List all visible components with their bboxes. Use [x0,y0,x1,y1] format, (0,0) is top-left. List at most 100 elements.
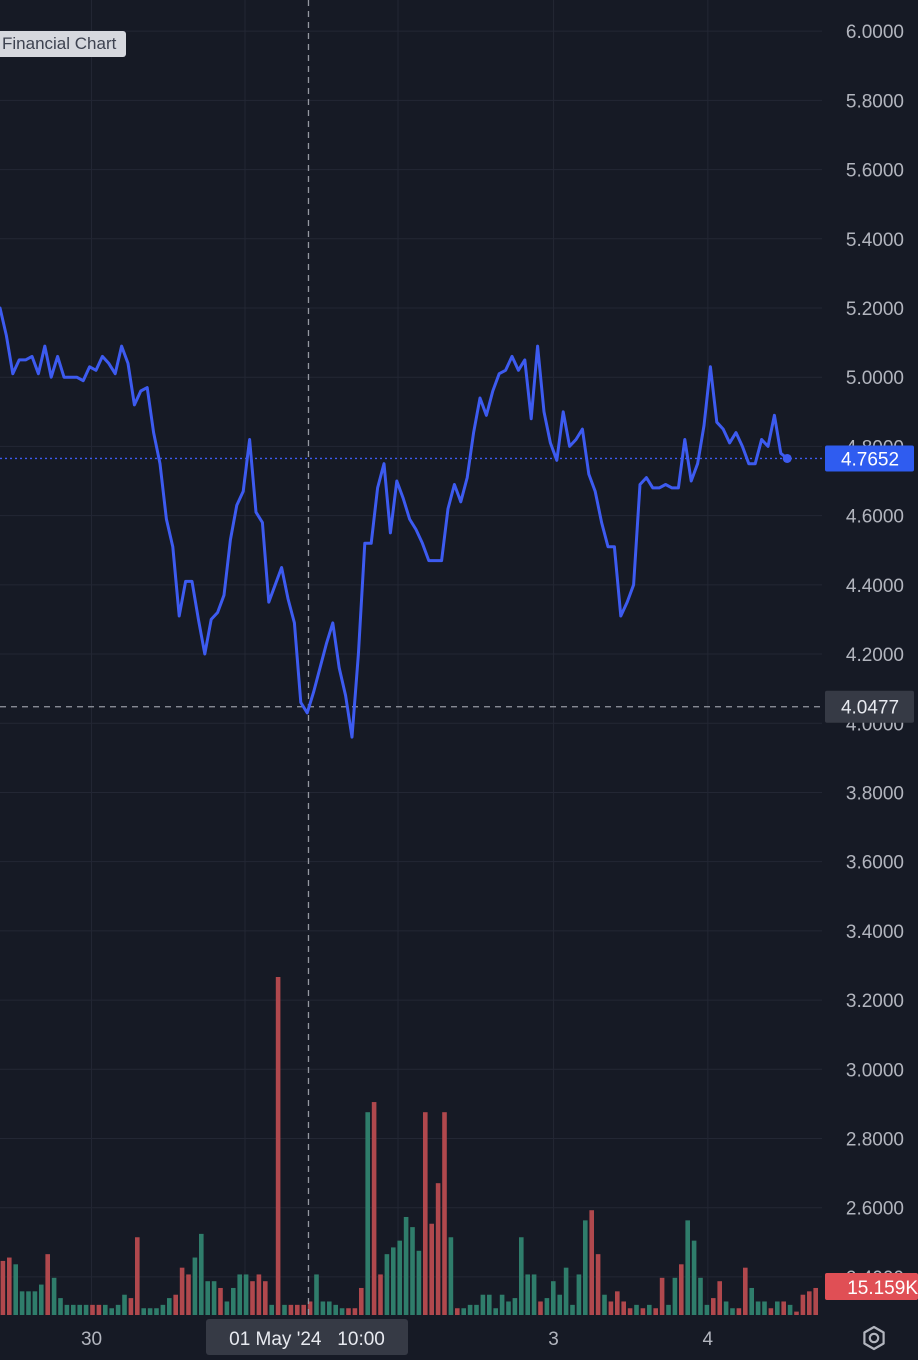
volume-bar [698,1277,703,1315]
price-tick-label: 4.2000 [846,645,904,666]
volume-bar [288,1304,294,1315]
volume-bar [442,1112,447,1315]
volume-bar [122,1294,127,1315]
volume-bar [71,1304,76,1315]
volume-bar [775,1301,780,1315]
last-price-tag-label: 4.7652 [841,449,899,470]
settings-icon[interactable] [858,1322,890,1354]
price-tags: 4.7652 4.0477 15.159K 01 May '24 10:00 [206,445,918,1355]
volume-bar [96,1304,102,1315]
price-tick-label: 3.0000 [846,1060,904,1081]
volume-bar [749,1287,754,1315]
volume-bar [103,1304,108,1315]
price-tick-label: 5.2000 [846,299,904,320]
volume-bar [211,1281,217,1315]
volume-bar [730,1308,735,1315]
volume-bar [32,1291,38,1315]
volume-bar [147,1308,153,1315]
volume-bar [346,1308,351,1315]
volume-series [0,977,818,1315]
volume-bar [26,1291,31,1315]
price-tick-label: 3.2000 [846,991,904,1012]
volume-bar [339,1308,345,1315]
volume-bar [640,1308,646,1315]
last-price-tag [825,445,914,472]
volume-bar [115,1304,121,1315]
price-tick-label: 2.8000 [846,1130,904,1151]
volume-bar [83,1304,89,1315]
price-tick-label: 3.8000 [846,783,904,804]
volume-bar [448,1237,454,1315]
volume-bar [576,1274,582,1315]
volume-bar [621,1301,626,1315]
volume-bar [787,1304,793,1315]
time-axis[interactable]: 30 3 4 [81,1329,714,1350]
volume-bar [800,1294,806,1315]
price-tick-label: 3.4000 [846,922,904,943]
volume-bar [243,1274,249,1315]
volume-bar [570,1304,575,1315]
volume-bar [653,1308,658,1315]
volume-bar [314,1274,319,1315]
volume-bar [135,1237,140,1315]
volume-bar [627,1308,633,1315]
volume-bar [736,1308,742,1315]
crosshair-price-tag-label: 4.0477 [841,698,899,719]
volume-bar [371,1102,377,1315]
volume-bar [141,1308,146,1315]
volume-bar [429,1223,434,1315]
time-tick-label: 3 [548,1329,559,1350]
volume-bar [237,1274,242,1315]
volume-bar [256,1274,262,1315]
volume-bar [45,1254,50,1315]
volume-bar [781,1301,786,1315]
price-tick-label: 5.8000 [846,91,904,112]
price-axis[interactable]: 6.00005.80005.60005.40005.20005.00004.80… [846,22,904,1289]
volume-bar [544,1298,550,1315]
grid-lines [0,0,822,1315]
volume-bar [397,1240,402,1315]
price-tick-label: 3.6000 [846,853,904,874]
volume-bar [531,1274,537,1315]
crosshair-time-tag-label: 01 May '24 10:00 [229,1329,385,1350]
volume-bar [58,1298,63,1315]
time-tick-label: 4 [703,1329,714,1350]
volume-bar [672,1277,678,1315]
price-series [0,306,792,739]
volume-bar [378,1274,383,1315]
volume-bar [647,1304,652,1315]
volume-bar [301,1304,306,1315]
volume-bar [506,1301,511,1315]
volume-bar [269,1304,274,1315]
volume-bar [480,1294,486,1315]
volume-bar [333,1304,338,1315]
volume-bar [224,1301,230,1315]
last-price-marker [782,453,792,463]
volume-bar [320,1301,326,1315]
crosshair-price-tag [825,690,914,723]
volume-bar [519,1237,524,1315]
volume-bar [807,1291,812,1315]
price-tick-label: 2.6000 [846,1199,904,1220]
volume-bar [205,1281,210,1315]
volume-bar [263,1281,268,1315]
volume-bar [538,1301,543,1315]
volume-bar [365,1112,370,1315]
volume-bar [410,1227,415,1315]
price-tick-label: 6.0000 [846,22,904,43]
volume-bar [327,1301,332,1315]
volume-bar [723,1301,729,1315]
volume-bar [295,1304,300,1315]
volume-bar [455,1308,460,1315]
volume-bar [813,1287,818,1315]
volume-bar [608,1301,614,1315]
chart-legend-label: Financial Chart [0,31,127,57]
volume-bar [416,1250,422,1315]
volume-bar [743,1267,748,1315]
volume-bar [64,1304,70,1315]
volume-bar [51,1277,57,1315]
volume-bar [659,1277,665,1315]
volume-bar [218,1287,223,1315]
volume-bar [474,1304,479,1315]
